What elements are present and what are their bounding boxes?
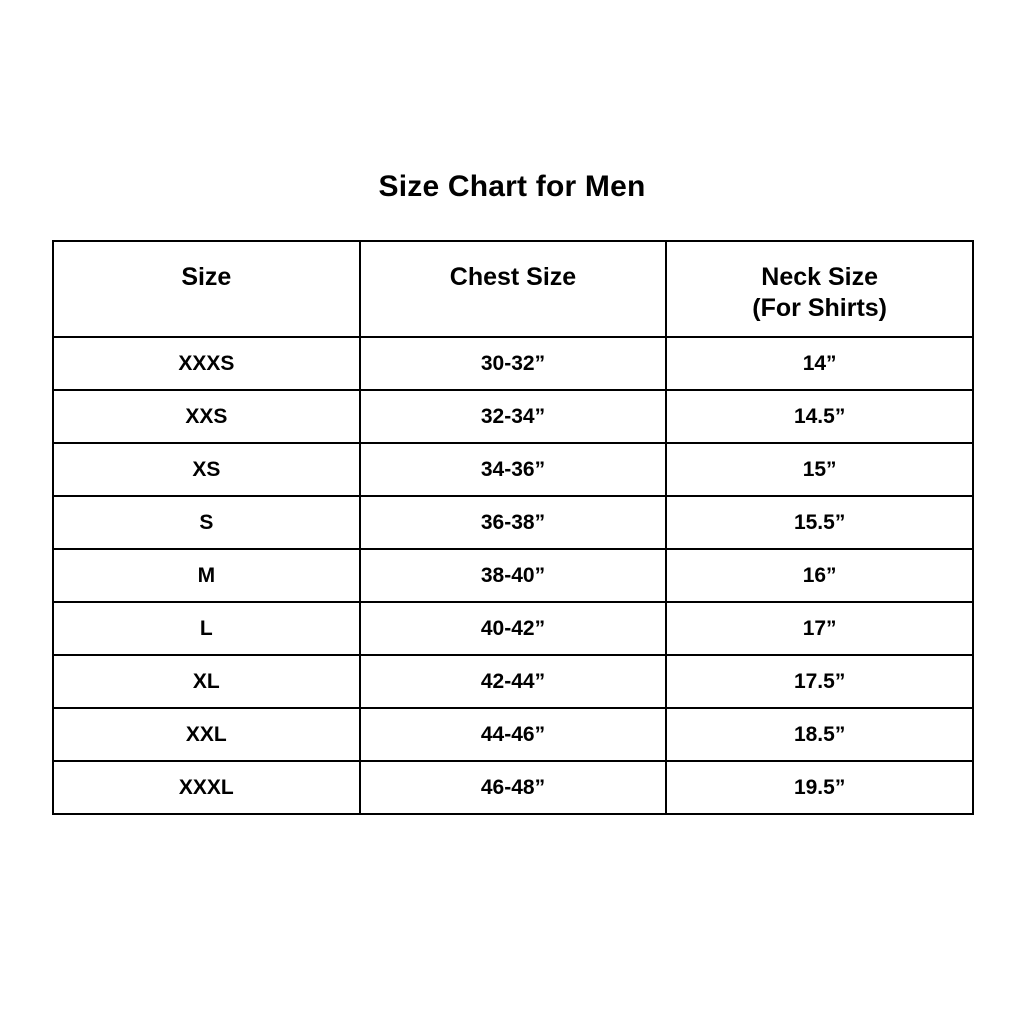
cell-chest: 36-38” (358, 495, 668, 550)
cell-size: L (52, 601, 361, 656)
size-chart-table: Size Chest Size Neck Size (For Shirts) X… (52, 240, 974, 815)
size-chart-table-container: Size Chest Size Neck Size (For Shirts) X… (52, 240, 974, 815)
cell-chest: 40-42” (358, 601, 668, 656)
table-row: XL 42-44” 17.5” (52, 654, 974, 709)
cell-size: XS (52, 442, 361, 497)
cell-neck: 17.5” (665, 654, 974, 709)
table-row: XXS 32-34” 14.5” (52, 389, 974, 444)
cell-size: S (52, 495, 361, 550)
cell-chest: 30-32” (358, 336, 668, 391)
table-row: M 38-40” 16” (52, 548, 974, 603)
cell-chest: 44-46” (358, 707, 668, 762)
cell-chest: 38-40” (358, 548, 668, 603)
cell-neck: 16” (665, 548, 974, 603)
column-header-chest-size-line1: Chest Size (449, 263, 577, 291)
table-row: XS 34-36” 15” (52, 442, 974, 497)
cell-neck: 17” (665, 601, 974, 656)
cell-neck: 14” (665, 336, 974, 391)
cell-neck: 14.5” (665, 389, 974, 444)
cell-size: XXS (52, 389, 361, 444)
table-row: XXL 44-46” 18.5” (52, 707, 974, 762)
column-header-neck-size: Neck Size (For Shirts) (665, 240, 974, 338)
cell-neck: 15.5” (665, 495, 974, 550)
cell-neck: 19.5” (665, 760, 974, 815)
cell-neck: 15” (665, 442, 974, 497)
column-header-size-line1: Size (181, 263, 232, 291)
cell-chest: 42-44” (358, 654, 668, 709)
table-body: XXXS 30-32” 14” XXS 32-34” 14.5” XS 34-3… (52, 336, 974, 815)
cell-chest: 32-34” (358, 389, 668, 444)
cell-size: XL (52, 654, 361, 709)
table-header-row: Size Chest Size Neck Size (For Shirts) (52, 240, 974, 338)
table-row: XXXS 30-32” 14” (52, 336, 974, 391)
column-header-neck-size-line1: Neck Size (761, 263, 879, 291)
column-header-chest-size: Chest Size (358, 240, 668, 338)
cell-size: XXL (52, 707, 361, 762)
table-header: Size Chest Size Neck Size (For Shirts) (52, 240, 974, 338)
cell-neck: 18.5” (665, 707, 974, 762)
cell-chest: 46-48” (358, 760, 668, 815)
cell-chest: 34-36” (358, 442, 668, 497)
column-header-neck-size-line2: (For Shirts) (752, 294, 887, 322)
table-row: L 40-42” 17” (52, 601, 974, 656)
cell-size: M (52, 548, 361, 603)
column-header-size: Size (52, 240, 361, 338)
table-row: S 36-38” 15.5” (52, 495, 974, 550)
cell-size: XXXS (52, 336, 361, 391)
page-title: Size Chart for Men (378, 170, 646, 203)
cell-size: XXXL (52, 760, 361, 815)
table-row: XXXL 46-48” 19.5” (52, 760, 974, 815)
